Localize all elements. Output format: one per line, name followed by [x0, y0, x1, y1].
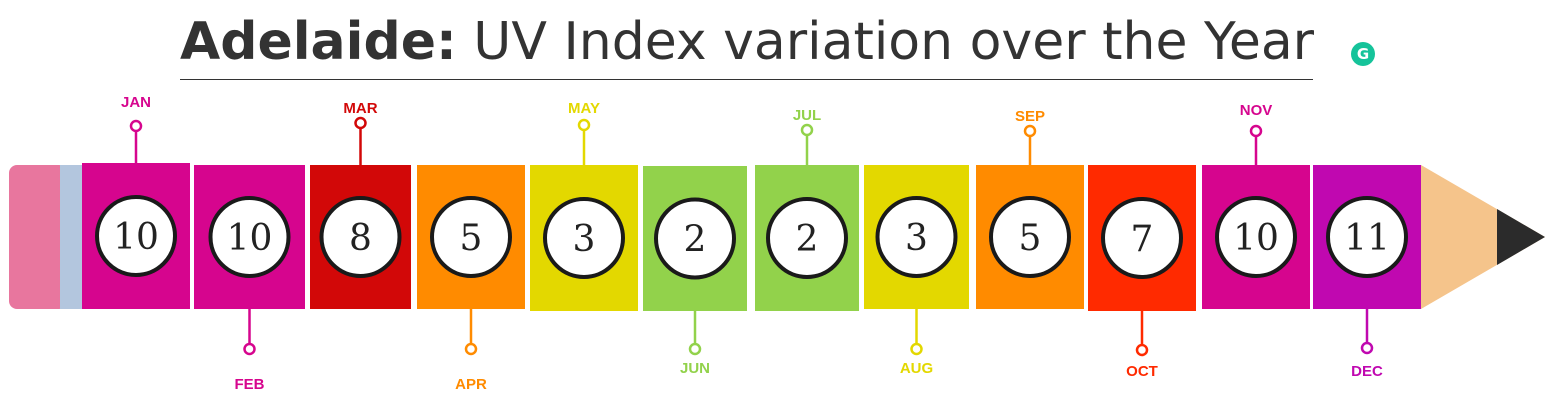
uv-value-circle [430, 196, 512, 278]
uv-value: 8 [349, 218, 372, 259]
month-label: NOV [1240, 102, 1273, 119]
chart-title-subtitle: UV Index variation over the Year [473, 12, 1315, 72]
month-label: MAR [343, 100, 377, 117]
uv-value-circle [543, 197, 625, 279]
uv-value: 2 [684, 220, 707, 261]
month-label: DEC [1351, 363, 1383, 380]
uv-value-circle [1326, 196, 1408, 278]
uv-value-circle [1215, 196, 1297, 278]
month-marker-dot [800, 123, 814, 137]
month-marker-dot [243, 342, 256, 356]
month-marker-dot [910, 342, 923, 356]
month-segments: JAN 10 FEB 10 MAR 8 APR 5 MAY 3 JUN 2 JUL 2 AUG 3 SEP 5 OC… [82, 94, 1421, 393]
uv-value-circle [989, 196, 1071, 278]
uv-value: 10 [1233, 218, 1279, 259]
month-marker-dot [577, 118, 591, 132]
month-marker-dot [464, 342, 478, 356]
uv-value-circle [319, 196, 402, 278]
month-label: JUN [680, 360, 710, 377]
uv-value-circle [208, 196, 291, 278]
uv-value: 11 [1344, 218, 1390, 259]
month-marker-dot [129, 119, 143, 133]
month-label: FEB [235, 376, 265, 393]
uv-value: 5 [1019, 218, 1042, 259]
month-marker-dot [1249, 124, 1263, 138]
pencil-ferrule [60, 165, 82, 309]
month-label: AUG [900, 360, 933, 377]
month-marker-dot [1023, 124, 1037, 138]
uv-value: 3 [905, 218, 928, 259]
month-label: OCT [1126, 363, 1158, 380]
uv-value: 10 [227, 218, 273, 259]
pencil-wood [1421, 165, 1545, 309]
uv-value-circle [95, 195, 177, 277]
pencil-tip [1497, 209, 1545, 265]
chart-title: Adelaide: UV Index variation over the Ye… [180, 6, 1315, 78]
uv-value: 10 [113, 217, 159, 258]
month-label: MAY [568, 100, 600, 117]
month-marker-dot [1135, 343, 1149, 357]
uv-value-circle [654, 197, 736, 280]
month-marker-dot [1360, 341, 1374, 355]
uv-value-circle [875, 196, 958, 278]
uv-value-circle [766, 197, 848, 279]
uv-value: 7 [1131, 219, 1154, 260]
uv-value: 3 [573, 219, 596, 260]
title-underline [180, 79, 1313, 80]
month-label: JUL [793, 107, 821, 124]
month-label: JAN [121, 94, 151, 111]
pencil-eraser [9, 165, 67, 309]
grammarly-icon[interactable]: G [1351, 42, 1375, 66]
chart-title-city: Adelaide: [180, 12, 457, 72]
month-label: APR [455, 376, 487, 393]
uv-value-circle [1101, 197, 1183, 279]
month-marker-dot [688, 342, 702, 356]
uv-value: 2 [796, 219, 819, 260]
uv-value: 5 [460, 218, 483, 259]
month-marker-dot [354, 116, 367, 130]
month-label: SEP [1015, 108, 1045, 125]
